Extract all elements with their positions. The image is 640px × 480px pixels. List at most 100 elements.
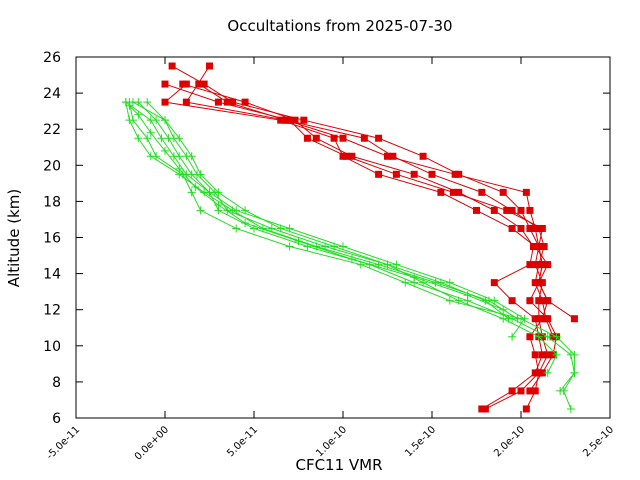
data-point-plus — [431, 278, 440, 287]
data-point-square — [535, 261, 543, 269]
data-point-square — [522, 188, 530, 196]
series-7 — [125, 98, 579, 413]
series-2 — [195, 80, 557, 341]
data-point-square — [375, 170, 383, 178]
y-tick-label: 16 — [43, 231, 61, 247]
data-point-square — [286, 116, 294, 124]
data-point-plus — [445, 296, 454, 305]
data-point-plus — [146, 116, 155, 125]
data-point-plus — [191, 182, 200, 191]
data-point-plus — [143, 98, 152, 107]
data-point-square — [535, 297, 543, 305]
data-point-plus — [125, 101, 134, 110]
data-point-plus — [410, 273, 419, 282]
data-point-square — [223, 98, 231, 106]
data-point-square — [508, 297, 516, 305]
x-tick-label: -5.0e-11 — [45, 424, 82, 461]
data-point-square — [490, 206, 498, 214]
data-point-square — [531, 243, 539, 251]
series-9 — [143, 98, 561, 377]
data-point-square — [540, 243, 548, 251]
data-point-plus — [121, 98, 130, 107]
data-point-plus — [161, 116, 169, 125]
y-tick-label: 26 — [43, 50, 61, 66]
data-point-square — [343, 152, 351, 160]
data-point-plus — [241, 219, 250, 228]
y-tick-label: 14 — [43, 267, 61, 283]
data-point-plus — [294, 237, 303, 246]
data-point-plus — [228, 206, 237, 215]
data-point-plus — [543, 332, 552, 341]
data-point-plus — [534, 332, 543, 341]
data-point-plus — [175, 134, 184, 143]
data-point-plus — [566, 350, 575, 359]
data-point-square — [384, 152, 391, 160]
series-5 — [161, 80, 561, 395]
data-point-plus — [484, 296, 493, 305]
data-point-square — [544, 297, 552, 305]
data-point-square — [339, 152, 347, 160]
data-point-square — [348, 152, 356, 160]
data-point-plus — [552, 350, 561, 359]
data-point-plus — [330, 242, 339, 251]
series-line — [163, 83, 558, 392]
data-point-plus — [276, 224, 285, 233]
y-tick-label: 6 — [52, 411, 61, 427]
data-point-plus — [187, 152, 196, 161]
data-point-square — [526, 333, 534, 341]
data-point-plus — [169, 152, 178, 161]
series-line — [125, 101, 526, 338]
data-point-square — [161, 80, 169, 88]
data-point-square — [531, 369, 539, 377]
data-point-square — [300, 116, 308, 124]
data-point-square — [168, 62, 176, 70]
data-point-square — [241, 98, 249, 106]
data-point-square — [179, 80, 187, 88]
data-point-square — [538, 315, 546, 323]
series-line — [198, 83, 554, 337]
data-point-plus — [143, 134, 152, 143]
data-point-plus — [146, 152, 155, 161]
data-point-square — [538, 297, 546, 305]
data-point-square — [508, 224, 516, 232]
data-point-square — [161, 98, 169, 106]
data-point-square — [229, 98, 237, 106]
data-point-square — [375, 134, 383, 142]
data-point-plus — [161, 146, 169, 155]
data-point-plus — [175, 164, 184, 173]
data-point-square — [538, 369, 546, 377]
data-point-square — [214, 98, 222, 106]
chart-title: Occultations from 2025-07-30 — [227, 17, 452, 35]
data-point-square — [428, 170, 436, 178]
data-point-square — [508, 387, 516, 395]
series-4 — [161, 80, 552, 413]
data-point-square — [538, 224, 546, 232]
data-point-plus — [556, 386, 565, 395]
data-point-plus — [504, 314, 513, 323]
data-point-plus — [508, 332, 517, 341]
y-tick-label: 22 — [43, 122, 61, 138]
data-point-square — [526, 297, 534, 305]
data-point-square — [182, 98, 190, 106]
data-point-square — [531, 279, 539, 287]
x-tick-label: 0.0e+00 — [133, 424, 171, 462]
data-point-square — [330, 134, 338, 142]
data-point-square — [544, 315, 552, 323]
data-point-square — [389, 152, 397, 160]
y-axis-label: Altitude (km) — [5, 189, 23, 287]
data-point-square — [535, 243, 543, 251]
data-point-square — [206, 62, 213, 70]
data-point-plus — [157, 134, 166, 143]
data-point-square — [449, 188, 457, 196]
y-tick-label: 10 — [43, 339, 61, 355]
data-point-square — [182, 80, 190, 88]
data-point-plus — [570, 368, 579, 377]
data-point-plus — [463, 291, 472, 300]
data-point-square — [526, 387, 534, 395]
data-point-plus — [285, 242, 294, 251]
data-point-square — [538, 261, 546, 269]
data-point-square — [503, 206, 511, 214]
data-point-plus — [187, 188, 196, 197]
data-point-square — [282, 116, 290, 124]
